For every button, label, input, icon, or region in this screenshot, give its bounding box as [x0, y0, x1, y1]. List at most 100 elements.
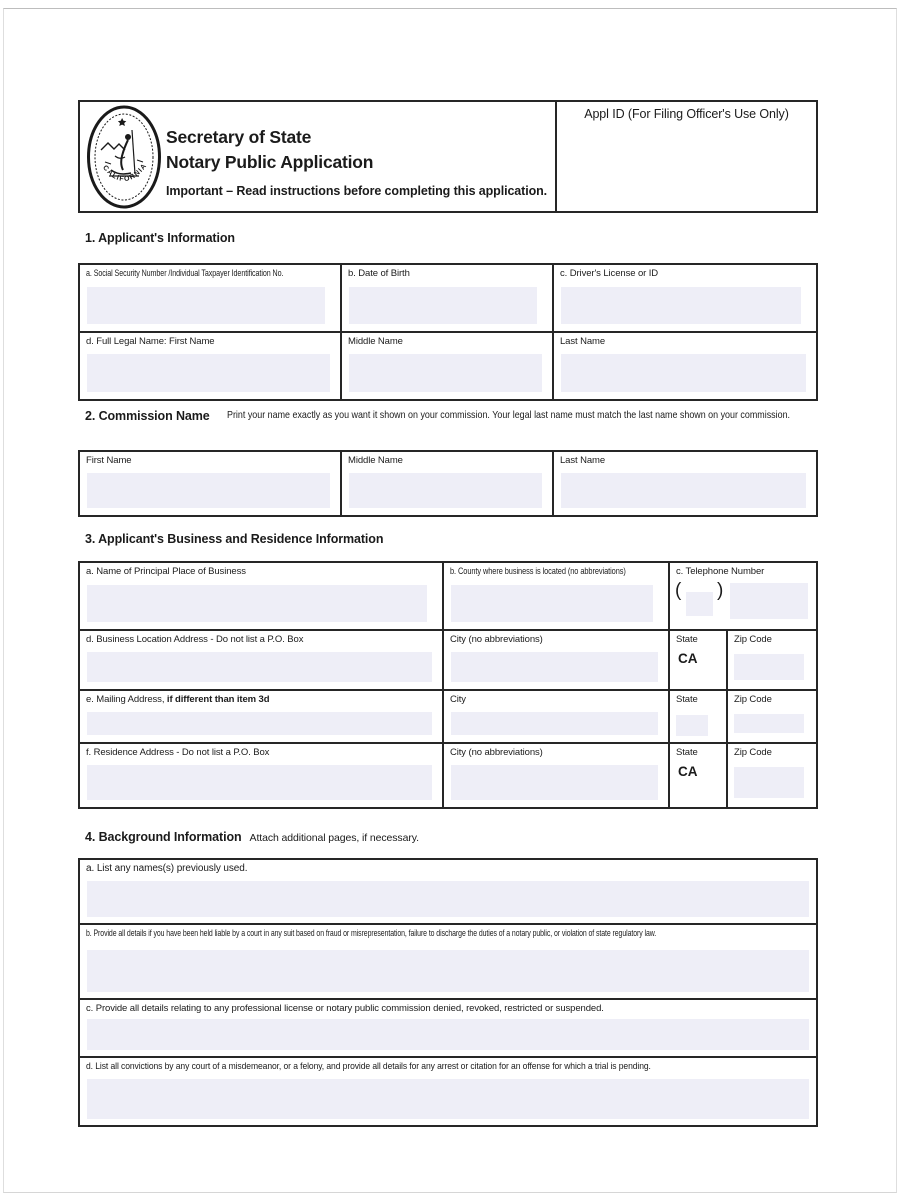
first-name-input[interactable] — [87, 354, 330, 392]
legal-first-name-label: d. Full Legal Name: First Name — [86, 336, 215, 347]
license-denied-cell: c. Provide all details relating to any p… — [80, 1000, 816, 1056]
mailing-zip-cell: Zip Code — [728, 691, 816, 742]
close-paren: ) — [717, 580, 724, 601]
commission-first-name-cell: First Name — [80, 452, 342, 515]
commission-name-table: First Name Middle Name Last Name — [78, 450, 818, 517]
business-address-input[interactable] — [87, 652, 432, 682]
county-label: b. County where business is located (no … — [450, 566, 626, 577]
background-info-table: a. List any names(s) previously used. b.… — [78, 858, 818, 1127]
business-city-input[interactable] — [451, 652, 658, 682]
table-row: d. Business Location Address - Do not li… — [80, 631, 816, 691]
table-row: e. Mailing Address, if different than it… — [80, 691, 816, 744]
mailing-state-cell: State — [670, 691, 728, 742]
appl-id-label: Appl ID (For Filing Officer's Use Only) — [584, 107, 789, 121]
business-zip-input[interactable] — [734, 654, 804, 680]
residence-state-cell: State CA — [670, 744, 728, 807]
table-row: f. Residence Address - Do not list a P.O… — [80, 744, 816, 807]
previous-names-cell: a. List any names(s) previously used. — [80, 860, 816, 923]
phone-area-code-input[interactable] — [686, 592, 713, 616]
form-title: Secretary of State Notary Public Applica… — [166, 125, 373, 175]
table-row: c. Provide all details relating to any p… — [80, 1000, 816, 1058]
business-name-input[interactable] — [87, 585, 427, 622]
residence-address-cell: f. Residence Address - Do not list a P.O… — [80, 744, 444, 807]
license-input[interactable] — [561, 287, 801, 324]
middle-name-input[interactable] — [349, 354, 542, 392]
commission-middle-name-input[interactable] — [349, 473, 542, 508]
mailing-address-cell: e. Mailing Address, if different than it… — [80, 691, 444, 742]
phone-number-input[interactable] — [730, 583, 808, 619]
business-state-cell: State CA — [670, 631, 728, 689]
dob-label: b. Date of Birth — [348, 268, 410, 279]
mailing-zip-label: Zip Code — [734, 694, 772, 705]
commission-first-name-input[interactable] — [87, 473, 330, 508]
business-city-cell: City (no abbreviations) — [444, 631, 670, 689]
commission-last-name-label: Last Name — [560, 455, 606, 466]
legal-middle-name-cell: Middle Name — [342, 333, 554, 399]
business-name-cell: a. Name of Principal Place of Business — [80, 563, 444, 629]
last-name-input[interactable] — [561, 354, 806, 392]
business-zip-label: Zip Code — [734, 634, 772, 645]
business-address-cell: d. Business Location Address - Do not li… — [80, 631, 444, 689]
convictions-cell: d. List all convictions by any court of … — [80, 1058, 816, 1125]
license-denied-details-input[interactable] — [87, 1019, 809, 1050]
section2-instructions: Print your name exactly as you want it s… — [227, 409, 791, 421]
section3-heading: 3. Applicant's Business and Residence In… — [85, 532, 384, 546]
appl-id-box: Appl ID (For Filing Officer's Use Only) — [555, 102, 816, 211]
dob-cell: b. Date of Birth — [342, 265, 554, 331]
telephone-cell: c. Telephone Number ( ) — [670, 563, 816, 629]
residence-state-value: CA — [678, 764, 698, 779]
table-row: d. List all convictions by any court of … — [80, 1058, 816, 1125]
form-title-line2: Notary Public Application — [166, 152, 374, 172]
mailing-state-input[interactable] — [676, 715, 708, 736]
liability-cell: b. Provide all details if you have been … — [80, 925, 816, 998]
liability-details-input[interactable] — [87, 950, 809, 992]
convictions-input[interactable] — [87, 1079, 809, 1119]
residence-zip-input[interactable] — [734, 767, 804, 798]
ssn-label: a. Social Security Number /Individual Ta… — [86, 268, 284, 279]
ssn-input[interactable] — [87, 287, 325, 324]
county-input[interactable] — [451, 585, 653, 622]
license-label: c. Driver's License or ID — [560, 268, 659, 279]
residence-city-cell: City (no abbreviations) — [444, 744, 670, 807]
mailing-city-label: City — [450, 694, 466, 705]
table-row: First Name Middle Name Last Name — [80, 452, 816, 515]
table-row: a. Name of Principal Place of Business b… — [80, 563, 816, 631]
residence-address-label: f. Residence Address - Do not list a P.O… — [86, 747, 270, 758]
mailing-state-label: State — [676, 694, 698, 705]
previous-names-input[interactable] — [87, 881, 809, 917]
ssn-cell: a. Social Security Number /Individual Ta… — [80, 265, 342, 331]
liability-label: b. Provide all details if you have been … — [86, 928, 657, 939]
table-row: b. Provide all details if you have been … — [80, 925, 816, 1000]
mailing-city-cell: City — [444, 691, 670, 742]
open-paren: ( — [675, 580, 682, 601]
mailing-address-input[interactable] — [87, 712, 432, 735]
commission-middle-name-label: Middle Name — [348, 455, 403, 466]
section4-note: Attach additional pages, if necessary. — [249, 832, 419, 844]
legal-middle-name-label: Middle Name — [348, 336, 403, 347]
business-name-label: a. Name of Principal Place of Business — [86, 566, 246, 577]
county-cell: b. County where business is located (no … — [444, 563, 670, 629]
california-state-seal-icon: CALIFORNIA — [85, 104, 163, 216]
mailing-city-input[interactable] — [451, 712, 658, 735]
residence-city-label: City (no abbreviations) — [450, 747, 543, 758]
commission-middle-name-cell: Middle Name — [342, 452, 554, 515]
dob-input[interactable] — [349, 287, 537, 324]
telephone-label: c. Telephone Number — [676, 566, 765, 577]
section2-heading: 2. Commission Name — [85, 409, 210, 423]
commission-last-name-cell: Last Name — [554, 452, 816, 515]
business-state-value: CA — [678, 651, 698, 666]
license-cell: c. Driver's License or ID — [554, 265, 816, 331]
previous-names-label: a. List any names(s) previously used. — [86, 863, 248, 874]
residence-address-input[interactable] — [87, 765, 432, 800]
table-row: d. Full Legal Name: First Name Middle Na… — [80, 333, 816, 399]
section1-heading: 1. Applicant's Information — [85, 231, 235, 245]
business-residence-table: a. Name of Principal Place of Business b… — [78, 561, 818, 809]
legal-last-name-cell: Last Name — [554, 333, 816, 399]
commission-first-name-label: First Name — [86, 455, 132, 466]
legal-last-name-label: Last Name — [560, 336, 606, 347]
commission-last-name-input[interactable] — [561, 473, 806, 508]
mailing-zip-input[interactable] — [734, 714, 804, 733]
business-zip-cell: Zip Code — [728, 631, 816, 689]
residence-city-input[interactable] — [451, 765, 658, 800]
form-title-line1: Secretary of State — [166, 127, 312, 147]
